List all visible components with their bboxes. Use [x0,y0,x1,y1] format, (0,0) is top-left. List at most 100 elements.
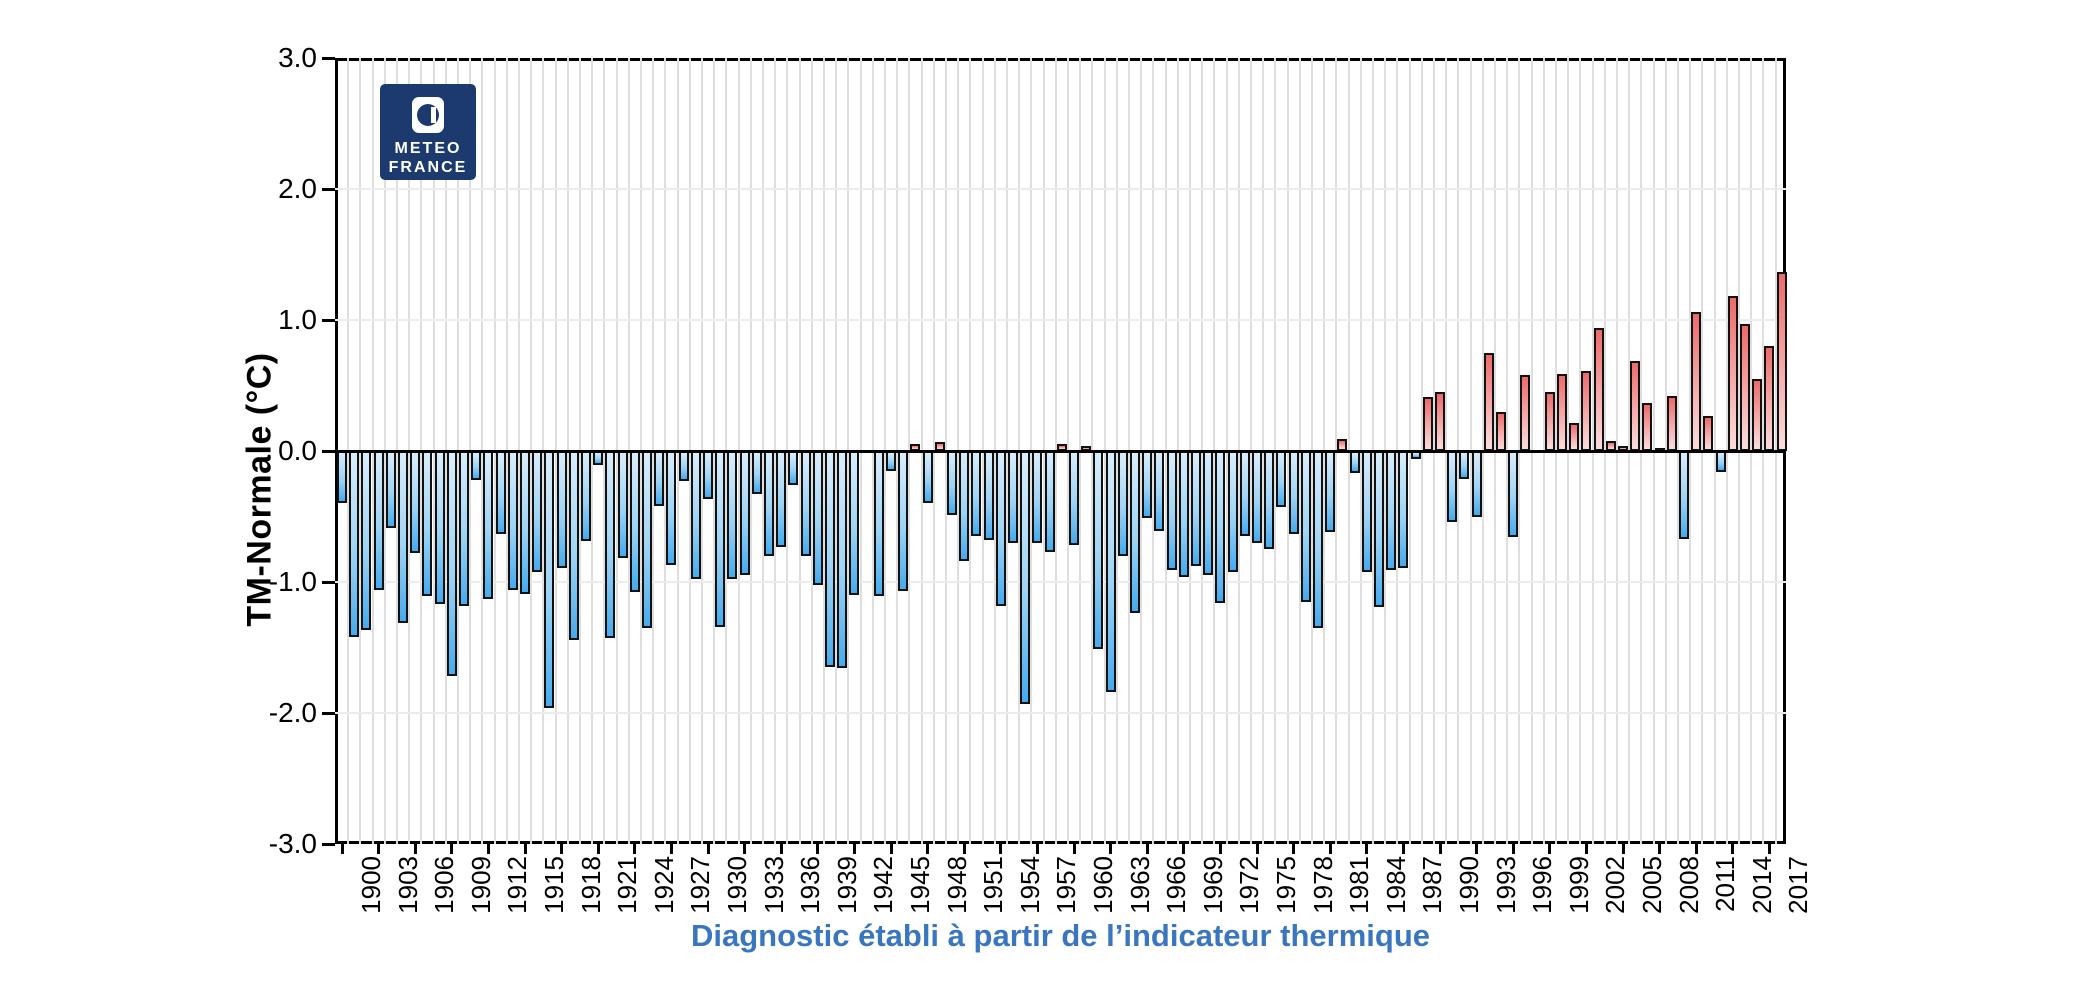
sun-disc-slit [431,107,436,123]
x-tick-label-1999: 1999 [1563,856,1594,914]
bar-1973 [1227,451,1238,572]
bar-1963 [1105,451,1116,693]
bar-1900 [337,451,347,504]
x-tick-mark [1694,844,1698,854]
bar-2010 [1679,451,1689,539]
bar-1928 [678,451,689,482]
bar-1911 [471,451,482,480]
bar-1977 [1276,451,1287,508]
bar-1912 [483,451,494,600]
x-tick-mark [1438,844,1442,854]
x-tick-label-2002: 2002 [1600,856,1631,914]
x-tick-label-1951: 1951 [978,856,1009,914]
x-tick-mark [1328,844,1332,854]
x-tick-label-1924: 1924 [648,856,679,914]
x-tick-label-2005: 2005 [1637,856,1667,914]
x-tick-mark [560,844,564,854]
bar-1909 [446,451,457,677]
bar-1975 [1252,451,1262,543]
bar-1939 [812,451,823,585]
x-tick-mark [852,844,856,854]
x-tick-label-1969: 1969 [1197,856,1228,914]
x-tick-label-1942: 1942 [868,856,899,914]
x-tick-label-2011: 2011 [1710,856,1741,912]
x-tick-mark [596,844,600,854]
bar-1901 [349,451,360,638]
bar-1942 [849,451,860,596]
bar-1953 [983,451,994,541]
bar-2017 [1764,346,1775,451]
bar-1902 [361,451,372,631]
bar-1979 [1300,451,1311,602]
bar-1958 [1044,451,1055,552]
bar-1905 [398,451,408,623]
x-tick-label-1987: 1987 [1417,856,1448,914]
bar-2014 [1727,296,1738,451]
x-tick-label-1984: 1984 [1380,856,1411,914]
x-tick-mark [669,844,673,854]
chart-caption: Diagnostic établi à partir de l’indicate… [335,918,1786,954]
bar-1944 [873,451,884,597]
bar-2007 [1642,402,1653,451]
x-tick-mark [413,844,417,854]
x-tick-mark [340,844,344,854]
x-tick-label-2008: 2008 [1673,856,1704,914]
y-tick-mark [322,187,335,191]
y-tick-label--3.0: -3.0 [268,828,317,859]
bar-2012 [1703,415,1714,451]
x-tick-mark [962,844,966,854]
bar-1976 [1264,451,1275,550]
bar-2000 [1557,373,1567,451]
x-tick-label-1909: 1909 [465,856,496,914]
x-tick-label-1993: 1993 [1490,856,1521,914]
x-tick-mark [1145,844,1149,854]
value-gridline [335,581,1786,583]
bar-1926 [654,451,665,507]
bar-1923 [617,451,628,559]
y-tick-label--2.0: -2.0 [268,697,317,728]
bar-1948 [922,451,933,504]
x-tick-mark [1658,844,1662,854]
x-tick-label-1945: 1945 [905,856,935,914]
bar-1957 [1032,451,1043,543]
bar-1925 [642,451,652,628]
bar-1906 [410,451,421,554]
bar-1950 [947,451,957,516]
x-tick-mark [1475,844,1479,854]
bar-1919 [568,451,579,640]
x-tick-label-1948: 1948 [941,856,972,914]
x-tick-label-1930: 1930 [722,856,752,914]
bar-1946 [898,451,909,592]
zero-axis-line [335,449,1786,453]
bar-1993 [1471,451,1482,517]
x-tick-label-2014: 2014 [1746,856,1777,914]
bar-1940 [825,451,835,668]
x-tick-label-1936: 1936 [795,856,826,914]
x-tick-mark [706,844,710,854]
y-tick-mark [322,449,335,453]
bar-2003 [1593,327,1604,451]
bar-2018 [1776,271,1787,451]
x-tick-label-1996: 1996 [1527,856,1558,914]
bar-1934 [751,451,762,495]
x-tick-mark [1511,844,1515,854]
x-tick-label-1900: 1900 [356,856,386,914]
x-tick-mark [779,844,783,854]
bar-1962 [1093,451,1104,649]
bar-2016 [1752,378,1763,451]
bar-1966 [1142,451,1153,518]
x-tick-label-1939: 1939 [831,856,862,914]
bar-1990 [1435,392,1445,451]
bar-1997 [1520,375,1531,451]
bar-1903 [373,451,384,590]
bar-1999 [1544,392,1555,451]
bar-1937 [788,451,799,486]
x-tick-mark [889,844,893,854]
x-tick-mark [816,844,820,854]
bar-1914 [507,451,518,590]
bar-1933 [739,451,750,576]
bar-1960 [1069,451,1079,546]
bar-1965 [1130,451,1140,614]
bar-1970 [1191,451,1201,567]
